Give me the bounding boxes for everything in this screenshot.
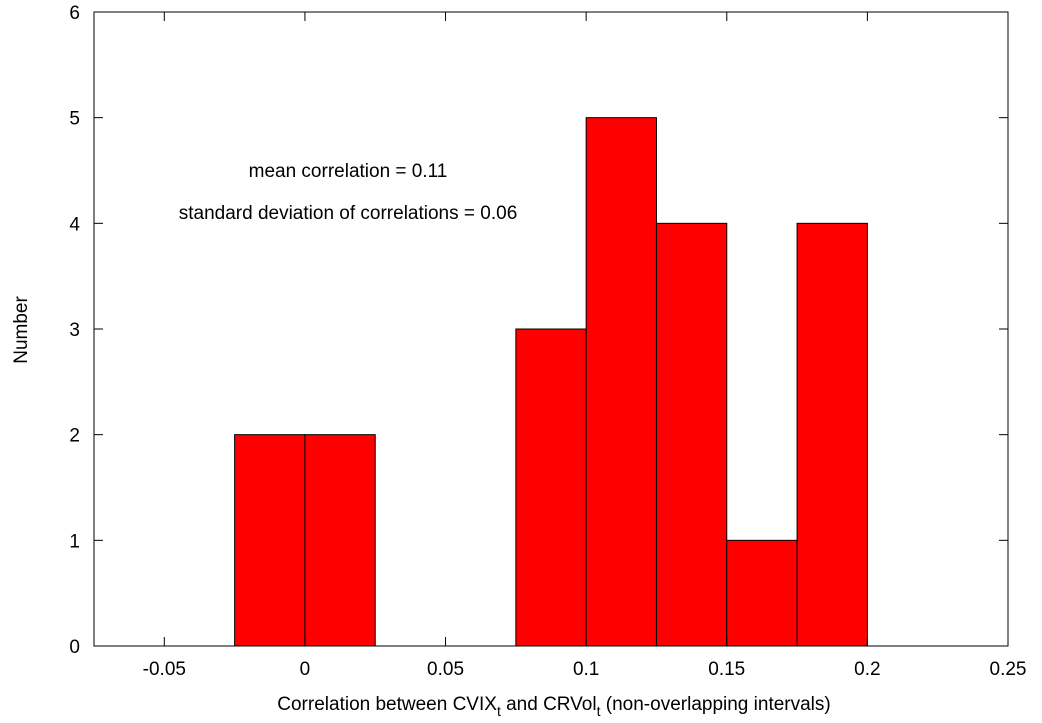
x-axis-label: Correlation between CVIXt and CRVolt (no… xyxy=(277,694,830,719)
x-axis-label-sub2: t xyxy=(597,703,601,719)
annotation-stddev: standard deviation of correlations = 0.0… xyxy=(179,203,518,224)
y-tick-label: 2 xyxy=(69,426,80,447)
x-axis-label-part1: Correlation between CVIX xyxy=(277,694,497,715)
y-tick-label: 3 xyxy=(69,320,80,341)
x-tick-label: 0.15 xyxy=(708,659,745,680)
histogram-bar xyxy=(304,434,376,647)
y-tick-label: 1 xyxy=(69,531,80,552)
histogram-bar xyxy=(585,117,657,647)
histogram-bar xyxy=(234,434,306,647)
y-axis-label: Number xyxy=(11,296,32,364)
y-tick-label: 6 xyxy=(69,3,80,24)
y-tick-label: 5 xyxy=(69,109,80,130)
x-axis-label-sub1: t xyxy=(497,703,501,719)
histogram-bar xyxy=(515,328,587,647)
x-tick-label: 0 xyxy=(300,659,311,680)
y-tick-label: 4 xyxy=(69,214,80,235)
y-tick-labels: 0 1 2 3 4 5 6 xyxy=(69,3,80,658)
ticks-group xyxy=(94,11,1009,647)
histogram-bar xyxy=(655,222,728,647)
annotation-mean: mean correlation = 0.11 xyxy=(249,161,448,182)
x-tick-label: -0.05 xyxy=(143,659,186,680)
x-tick-label: 0.1 xyxy=(573,659,599,680)
x-tick-label: 0.2 xyxy=(854,659,880,680)
x-axis-label-part3: (non-overlapping intervals) xyxy=(601,694,831,715)
y-tick-label: 0 xyxy=(69,637,80,658)
histogram-bar xyxy=(726,539,798,647)
x-tick-label: 0.05 xyxy=(427,659,464,680)
x-tick-label: 0.25 xyxy=(990,659,1027,680)
histogram-bar xyxy=(796,222,868,647)
x-tick-labels: -0.05 0 0.05 0.1 0.15 0.2 0.25 xyxy=(143,659,1027,680)
x-axis-label-part2: and CRVol xyxy=(501,694,597,715)
bars-group xyxy=(234,117,868,647)
